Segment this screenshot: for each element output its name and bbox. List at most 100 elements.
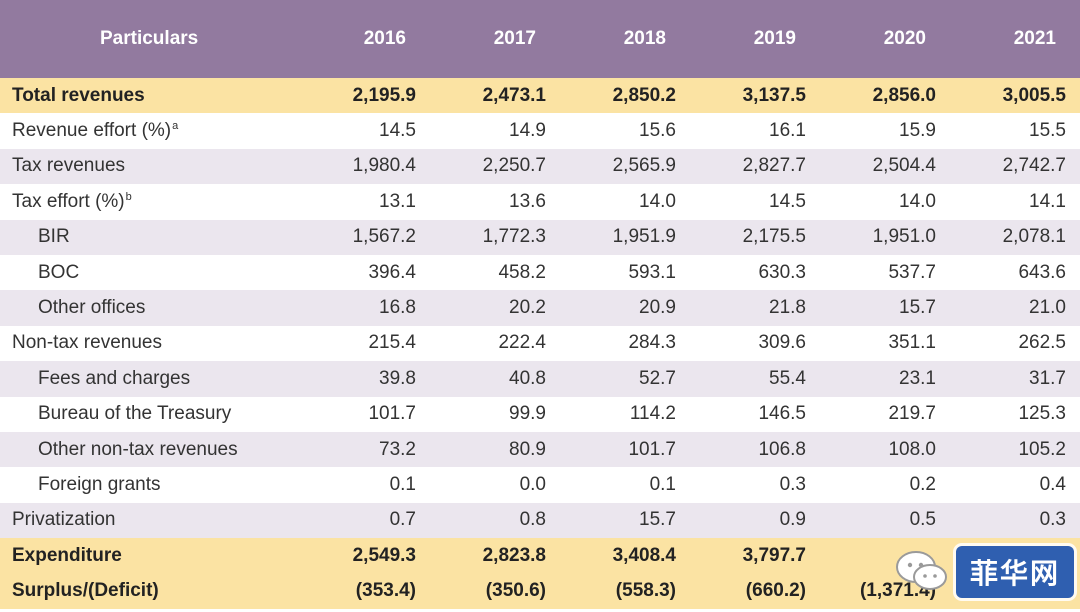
value-cell: 1,980.4 (352, 155, 416, 177)
value-cell: 2,078.1 (1002, 226, 1066, 248)
value-cell: 14.0 (639, 190, 676, 212)
row-label-text: Other non-tax revenues (38, 438, 238, 460)
value-cell: 105.2 (1018, 438, 1066, 460)
value-cell: 593.1 (628, 261, 676, 283)
value-cell: 222.4 (498, 332, 546, 354)
value-cell: 14.5 (379, 120, 416, 142)
value-cell: 2,565.9 (612, 155, 676, 177)
value-cell: 351.1 (888, 332, 936, 354)
value-cell: 0.5 (909, 509, 936, 531)
value-cell: 14.5 (769, 190, 806, 212)
row-label: Other offices (0, 290, 300, 325)
value-cell: (660.2) (745, 580, 806, 602)
value-cell: 458.2 (498, 261, 546, 283)
row-label: Other non-tax revenues (0, 432, 300, 467)
value-cell: 2,250.7 (482, 155, 546, 177)
value-cell: 14.9 (509, 120, 546, 142)
value-cell: 219.7 (888, 403, 936, 425)
value-cell: (350.6) (485, 580, 546, 602)
row-label: BOC (0, 255, 300, 290)
row-label: Non-tax revenues (0, 326, 300, 361)
value-cell: 3,137.5 (742, 84, 806, 106)
header-row: Particulars 2016 2017 2018 2019 2020 202… (0, 0, 1080, 78)
value-cell: 0.4 (1039, 473, 1066, 495)
value-cell: 0.3 (779, 473, 806, 495)
table-row: Revenue effort (%)a 14.5 14.9 15.6 16.1 15.9 1… (0, 113, 1080, 148)
value-cell: 537.7 (888, 261, 936, 283)
value-cell: 21.0 (1029, 297, 1066, 319)
row-label: Revenue effort (%)a (0, 113, 300, 148)
value-cell: 3,797.7 (742, 544, 806, 566)
row-label-text: Surplus/(Deficit) (12, 580, 159, 602)
value-cell: 101.7 (368, 403, 416, 425)
value-cell: 0.2 (909, 473, 936, 495)
watermark: 菲华网 (850, 536, 1074, 608)
row-label-text: Fees and charges (38, 367, 191, 389)
table-row: Bureau of the Treasury 101.7 99.9 114.2 146.… (0, 397, 1080, 432)
table-row: Tax effort (%)b 13.1 13.6 14.0 14.5 14.0 14.1 (0, 184, 1080, 219)
row-label: Tax revenues (0, 149, 300, 184)
table-header: Particulars 2016 2017 2018 2019 2020 202… (0, 0, 1080, 78)
value-cell: 16.1 (769, 120, 806, 142)
value-cell: 0.1 (649, 473, 676, 495)
row-label-text: BOC (38, 261, 80, 283)
value-cell: 16.8 (379, 297, 416, 319)
row-label: Foreign grants (0, 467, 300, 502)
header-year-2021: 2021 (1013, 28, 1056, 49)
watermark-logo-text: 菲华网 (955, 546, 1074, 598)
value-cell: 396.4 (368, 261, 416, 283)
value-cell: 73.2 (379, 438, 416, 460)
value-cell: 15.7 (899, 297, 936, 319)
value-cell: 0.9 (779, 509, 806, 531)
value-cell: 2,856.0 (872, 84, 936, 106)
value-cell: 23.1 (899, 367, 936, 389)
row-label: Total revenues (0, 78, 300, 113)
value-cell: 0.7 (389, 509, 416, 531)
value-cell: 2,195.9 (352, 84, 416, 106)
value-cell: 0.8 (519, 509, 546, 531)
row-label-text: BIR (38, 226, 70, 248)
value-cell: (558.3) (615, 580, 676, 602)
row-label: Surplus/(Deficit) (0, 573, 300, 608)
value-cell: 0.1 (389, 473, 416, 495)
table-body: Total revenues 2,195.9 2,473.1 2,850.2 3,137… (0, 78, 1080, 609)
value-cell: 146.5 (758, 403, 806, 425)
value-cell: 14.1 (1029, 190, 1066, 212)
value-cell: 20.2 (509, 297, 546, 319)
row-label-text: Total revenues (12, 84, 145, 106)
table-row: Non-tax revenues 215.4 222.4 284.3 309.6 351.… (0, 326, 1080, 361)
row-label: Privatization (0, 503, 300, 538)
value-cell: 31.7 (1029, 367, 1066, 389)
value-cell: 125.3 (1018, 403, 1066, 425)
row-label-text: Expenditure (12, 544, 122, 566)
table-row: Other non-tax revenues 73.2 80.9 101.7 106.8… (0, 431, 1080, 468)
row-label-text: Other offices (38, 297, 146, 319)
value-cell: 1,772.3 (482, 226, 546, 248)
header-year-2017: 2017 (493, 28, 536, 49)
row-label: Expenditure (0, 538, 300, 573)
table-row: BOC 396.4 458.2 593.1 630.3 537.7 643.6 (0, 255, 1080, 290)
value-cell: 2,850.2 (612, 84, 676, 106)
value-cell: 20.9 (639, 297, 676, 319)
row-label-text: Non-tax revenues (12, 332, 162, 354)
table-row: Other offices 16.8 20.2 20.9 21.8 15.7 21.0 (0, 290, 1080, 326)
table-row: Tax revenues 1,980.4 2,250.7 2,565.9 2,827.7… (0, 148, 1080, 185)
value-cell: 99.9 (509, 403, 546, 425)
table-row: Surplus/(Deficit) (353.4) (350.6) (558.3) (6… (0, 573, 1080, 609)
header-year-2018: 2018 (623, 28, 666, 49)
header-year-2016: 2016 (363, 28, 406, 49)
value-cell: 114.2 (629, 403, 676, 425)
value-cell: 3,408.4 (612, 544, 676, 566)
value-cell: 13.6 (509, 190, 546, 212)
value-cell: 2,473.1 (482, 84, 546, 106)
value-cell: 2,827.7 (742, 155, 806, 177)
value-cell: 0.0 (519, 473, 546, 495)
table-row: Total revenues 2,195.9 2,473.1 2,850.2 3,137… (0, 78, 1080, 114)
footnote-marker: b (125, 190, 132, 203)
row-label-text: Bureau of the Treasury (38, 403, 232, 425)
row-label-text: Tax effort (%) (12, 190, 125, 212)
value-cell: (1,371.4) (859, 580, 936, 602)
value-cell: 13.1 (379, 190, 416, 212)
value-cell: 0.3 (1039, 509, 1066, 531)
